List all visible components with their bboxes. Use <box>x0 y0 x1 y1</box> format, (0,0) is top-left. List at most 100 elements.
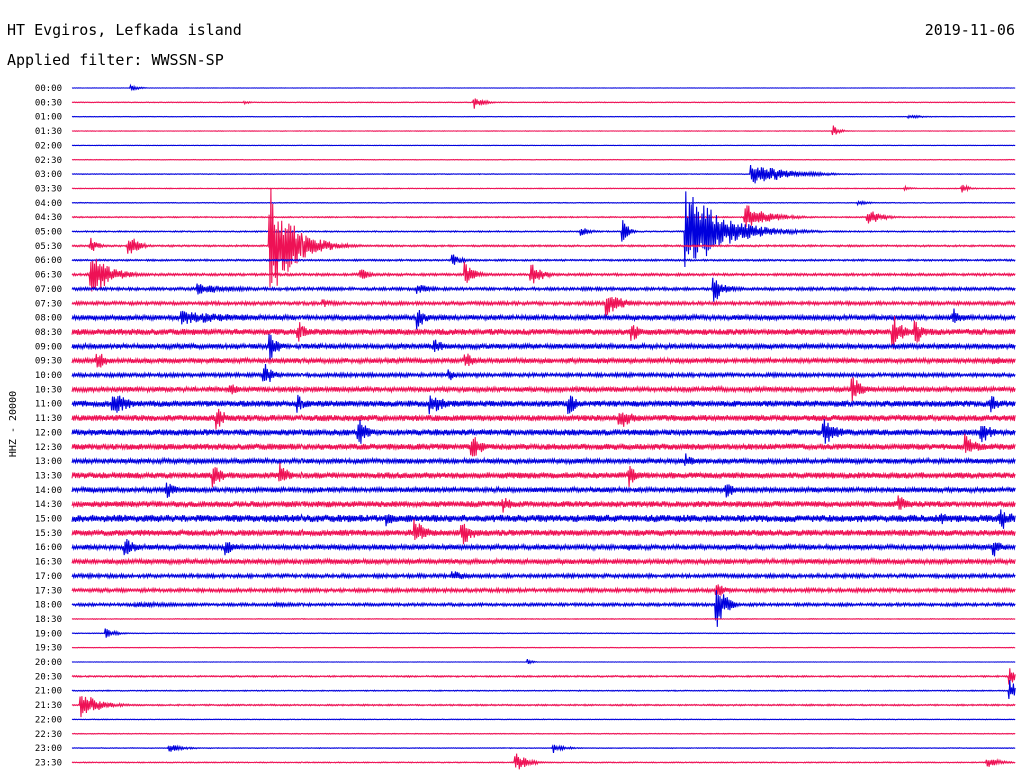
tick-label-2030: 20:30 <box>35 672 62 682</box>
trace-1800 <box>71 590 1016 627</box>
tick-label-0300: 03:00 <box>35 170 62 180</box>
tick-label-2000: 20:00 <box>35 658 62 668</box>
trace-0000 <box>71 83 1016 92</box>
trace-lines <box>71 83 1016 770</box>
trace-2230 <box>71 732 1016 735</box>
trace-1530 <box>71 519 1016 545</box>
trace-1200 <box>71 419 1016 444</box>
tick-label-1230: 12:30 <box>35 443 62 453</box>
trace-2000 <box>71 658 1016 665</box>
trace-0300 <box>71 164 1016 184</box>
trace-0100 <box>71 114 1016 120</box>
trace-2330 <box>71 753 1016 770</box>
trace-1730 <box>71 584 1016 596</box>
tick-label-1900: 19:00 <box>35 629 62 639</box>
trace-1130 <box>71 408 1016 430</box>
station-title: HT Evgiros, Lefkada island <box>7 21 242 39</box>
tick-label-1100: 11:00 <box>35 400 62 410</box>
tick-label-1630: 16:30 <box>35 558 62 568</box>
tick-label-1300: 13:00 <box>35 457 62 467</box>
trace-0930 <box>71 353 1016 368</box>
tick-label-2300: 23:00 <box>35 744 62 754</box>
tick-label-0830: 08:30 <box>35 328 62 338</box>
tick-label-1930: 19:30 <box>35 644 62 654</box>
tick-label-1400: 14:00 <box>35 486 62 496</box>
tick-label-1730: 17:30 <box>35 586 62 596</box>
trace-0030 <box>71 98 1016 109</box>
tick-label-1830: 18:30 <box>35 615 62 625</box>
tick-label-1000: 10:00 <box>35 371 62 381</box>
trace-2300 <box>71 744 1016 753</box>
trace-0800 <box>71 308 1016 330</box>
trace-0430 <box>71 205 1016 228</box>
trace-0130 <box>71 125 1016 136</box>
tick-label-1130: 11:30 <box>35 414 62 424</box>
trace-1900 <box>71 628 1016 638</box>
trace-1230 <box>71 433 1016 457</box>
trace-1300 <box>71 453 1016 466</box>
filter-label: Applied filter: WWSSN-SP <box>7 51 224 69</box>
trace-1700 <box>71 571 1016 580</box>
trace-2100 <box>71 680 1016 700</box>
trace-0530 <box>71 188 1016 288</box>
y-axis-label: HHZ - 20000 <box>8 391 19 457</box>
trace-1000 <box>71 363 1016 382</box>
tick-label-1030: 10:30 <box>35 385 62 395</box>
tick-label-0730: 07:30 <box>35 299 62 309</box>
trace-1500 <box>71 509 1016 529</box>
trace-0730 <box>71 297 1016 317</box>
trace-1430 <box>71 495 1016 513</box>
trace-1600 <box>71 538 1016 557</box>
tick-label-1200: 12:00 <box>35 428 62 438</box>
trace-0900 <box>71 334 1016 360</box>
tick-label-0700: 07:00 <box>35 285 62 295</box>
tick-label-0030: 00:30 <box>35 98 62 108</box>
tick-label-2230: 22:30 <box>35 730 62 740</box>
tick-label-0330: 03:30 <box>35 184 62 194</box>
tick-label-0800: 08:00 <box>35 314 62 324</box>
trace-0330 <box>71 184 1016 193</box>
date-label: 2019-11-06 <box>924 21 1015 39</box>
trace-0830 <box>71 316 1016 350</box>
trace-1630 <box>71 557 1016 567</box>
tick-label-1430: 14:30 <box>35 500 62 510</box>
trace-2130 <box>71 696 1016 718</box>
tick-label-0600: 06:00 <box>35 256 62 266</box>
trace-1330 <box>71 462 1016 488</box>
tick-label-2330: 23:30 <box>35 758 62 768</box>
trace-0500 <box>71 191 1016 268</box>
tick-label-0100: 01:00 <box>35 113 62 123</box>
trace-1930 <box>71 646 1016 649</box>
tick-label-1500: 15:00 <box>35 515 62 525</box>
trace-0600 <box>71 254 1016 265</box>
tick-label-2130: 21:30 <box>35 701 62 711</box>
tick-label-0200: 02:00 <box>35 141 62 151</box>
tick-label-1600: 16:00 <box>35 543 62 553</box>
tick-label-0630: 06:30 <box>35 271 62 281</box>
trace-0400 <box>71 200 1016 207</box>
tick-label-1530: 15:30 <box>35 529 62 539</box>
trace-2030 <box>71 668 1016 685</box>
trace-0230 <box>71 158 1016 161</box>
tick-label-1800: 18:00 <box>35 601 62 611</box>
trace-1400 <box>71 482 1016 498</box>
tick-label-1330: 13:30 <box>35 471 62 481</box>
trace-1830 <box>71 617 1016 620</box>
trace-0700 <box>71 277 1016 302</box>
time-tick-labels: 00:00 00:30 01:00 01:30 02:00 02:30 03:00 03:30… <box>35 84 62 768</box>
trace-1030 <box>71 377 1016 402</box>
tick-label-0400: 04:00 <box>35 199 62 209</box>
tick-label-0500: 05:00 <box>35 228 62 238</box>
tick-label-0000: 00:00 <box>35 84 62 94</box>
tick-label-0230: 02:30 <box>35 156 62 166</box>
tick-label-2100: 21:00 <box>35 687 62 697</box>
tick-label-0900: 09:00 <box>35 342 62 352</box>
tick-label-0930: 09:30 <box>35 357 62 367</box>
trace-0630 <box>71 258 1016 292</box>
tick-label-0430: 04:30 <box>35 213 62 223</box>
tick-label-0530: 05:30 <box>35 242 62 252</box>
trace-2200 <box>71 718 1016 721</box>
tick-label-2200: 22:00 <box>35 715 62 725</box>
tick-label-1700: 17:00 <box>35 572 62 582</box>
